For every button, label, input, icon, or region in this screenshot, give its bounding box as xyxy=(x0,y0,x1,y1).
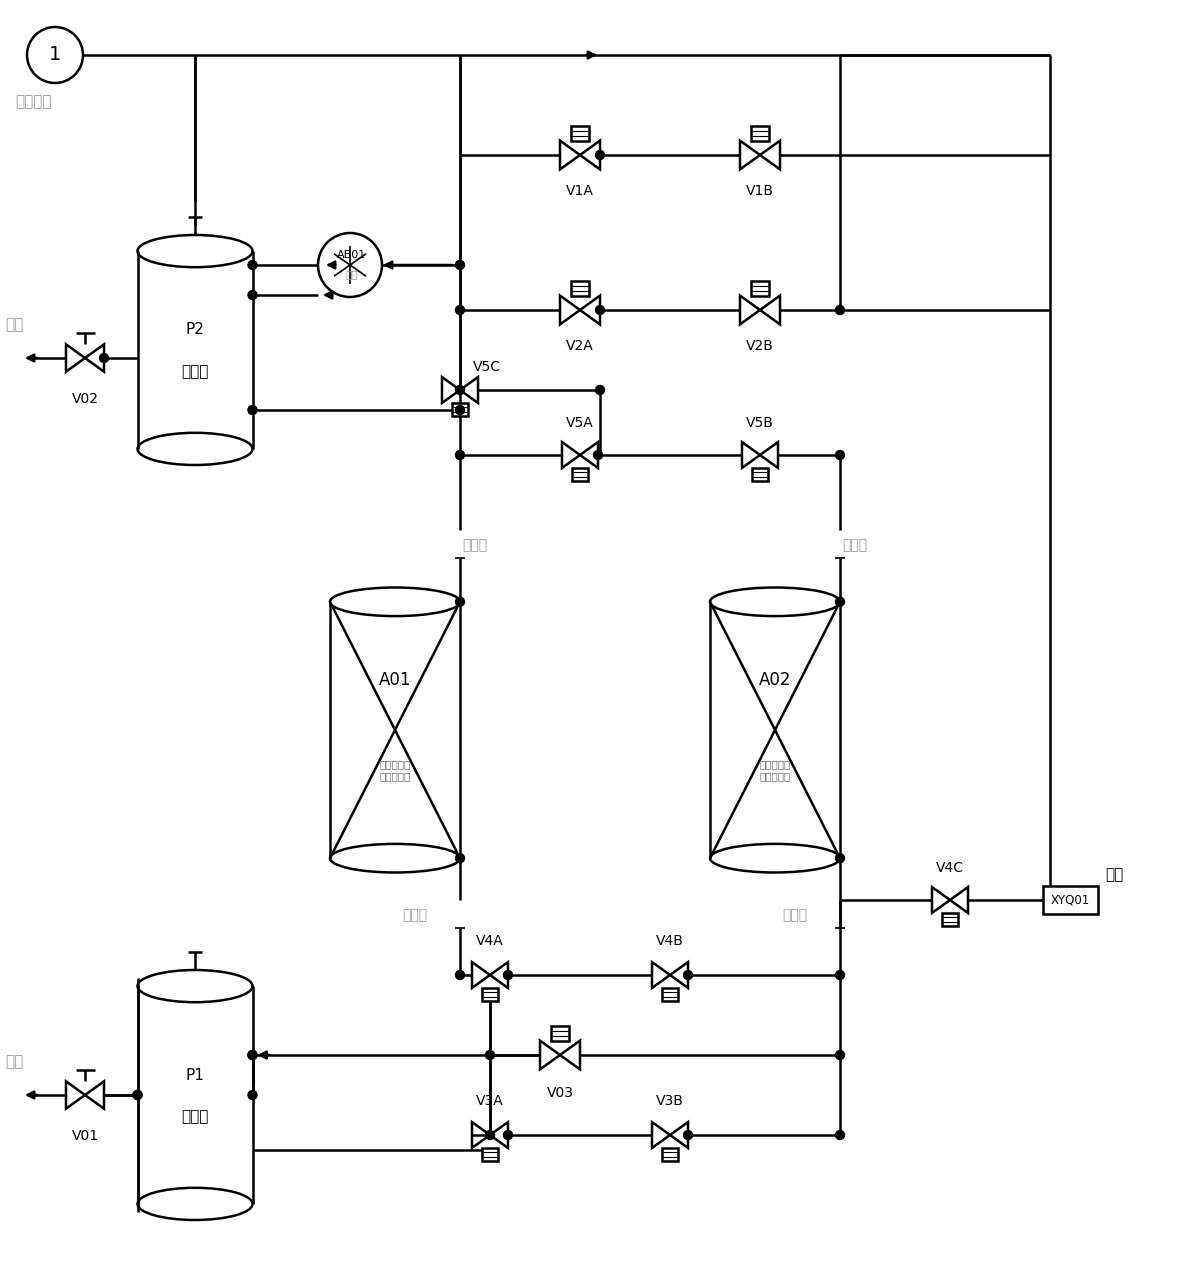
Bar xyxy=(661,1148,678,1161)
Bar xyxy=(751,281,769,296)
Bar xyxy=(1043,886,1097,914)
Circle shape xyxy=(248,1091,257,1100)
Bar xyxy=(570,281,589,296)
Circle shape xyxy=(456,597,464,606)
Bar xyxy=(661,988,678,1001)
Text: XYQ01: XYQ01 xyxy=(1050,894,1090,907)
Text: V4C: V4C xyxy=(937,861,964,875)
Bar xyxy=(751,126,769,141)
Text: 进料端: 进料端 xyxy=(842,538,868,552)
Circle shape xyxy=(835,1130,844,1139)
Text: V01: V01 xyxy=(71,1129,98,1143)
Text: 凤蝶: 凤蝶 xyxy=(346,269,358,279)
Circle shape xyxy=(248,1050,257,1059)
Circle shape xyxy=(485,1130,495,1139)
Text: V4B: V4B xyxy=(657,933,684,947)
Circle shape xyxy=(248,1050,257,1059)
Text: 氧气: 氧气 xyxy=(5,318,24,333)
Text: V2A: V2A xyxy=(566,339,594,353)
Text: V3B: V3B xyxy=(657,1093,684,1107)
Text: 缓冲罐: 缓冲罐 xyxy=(182,1110,209,1124)
Circle shape xyxy=(684,970,692,979)
Text: V3A: V3A xyxy=(476,1093,504,1107)
Bar xyxy=(482,1148,498,1161)
Text: 原料空气: 原料空气 xyxy=(15,94,52,109)
Circle shape xyxy=(835,853,844,862)
Text: 缓冲罐: 缓冲罐 xyxy=(182,364,209,380)
Circle shape xyxy=(133,1091,142,1100)
Circle shape xyxy=(594,451,602,460)
Text: V03: V03 xyxy=(547,1086,574,1100)
Text: V5A: V5A xyxy=(566,415,594,429)
Circle shape xyxy=(835,1050,844,1059)
Text: 吸附分离器
欢迎分离器: 吸附分离器 欢迎分离器 xyxy=(759,759,790,781)
Text: V02: V02 xyxy=(72,392,98,406)
Circle shape xyxy=(133,1091,142,1100)
Bar xyxy=(752,467,768,481)
Circle shape xyxy=(684,1130,692,1139)
Circle shape xyxy=(503,970,513,979)
Text: 废气: 废气 xyxy=(1105,867,1123,883)
Circle shape xyxy=(248,260,257,269)
Circle shape xyxy=(595,306,605,315)
Text: V1B: V1B xyxy=(746,184,774,198)
Text: P2: P2 xyxy=(185,323,204,338)
Bar xyxy=(942,913,958,926)
Bar xyxy=(482,988,498,1001)
Text: V5C: V5C xyxy=(474,359,501,373)
Text: 吸附分离器
欢迎分离器: 吸附分离器 欢迎分离器 xyxy=(379,759,411,781)
Bar xyxy=(570,126,589,141)
Circle shape xyxy=(456,970,464,979)
Text: 出料端: 出料端 xyxy=(783,908,808,922)
Text: 氮气: 氮气 xyxy=(5,1054,24,1069)
Circle shape xyxy=(595,151,605,160)
Circle shape xyxy=(99,353,109,362)
Circle shape xyxy=(456,260,464,269)
Text: V5B: V5B xyxy=(746,415,774,429)
Bar xyxy=(552,1026,569,1040)
Bar xyxy=(452,403,468,415)
Text: V4A: V4A xyxy=(476,933,504,947)
Circle shape xyxy=(456,386,464,395)
Text: 1: 1 xyxy=(48,46,61,65)
Circle shape xyxy=(835,306,844,315)
Text: P1: P1 xyxy=(185,1068,204,1082)
Circle shape xyxy=(503,1130,513,1139)
Text: AB01: AB01 xyxy=(338,250,366,260)
Circle shape xyxy=(248,405,257,414)
Circle shape xyxy=(456,405,464,414)
Text: 进料端: 进料端 xyxy=(463,538,488,552)
Circle shape xyxy=(485,1050,495,1059)
Text: 出料端: 出料端 xyxy=(403,908,428,922)
Circle shape xyxy=(835,451,844,460)
Circle shape xyxy=(835,597,844,606)
Circle shape xyxy=(835,970,844,979)
Circle shape xyxy=(456,853,464,862)
Text: A02: A02 xyxy=(758,671,791,690)
Circle shape xyxy=(456,451,464,460)
Text: V2B: V2B xyxy=(746,339,774,353)
Text: A01: A01 xyxy=(379,671,411,690)
Bar xyxy=(572,467,588,481)
Circle shape xyxy=(456,306,464,315)
Circle shape xyxy=(248,291,257,300)
Text: V1A: V1A xyxy=(566,184,594,198)
Circle shape xyxy=(595,386,605,395)
